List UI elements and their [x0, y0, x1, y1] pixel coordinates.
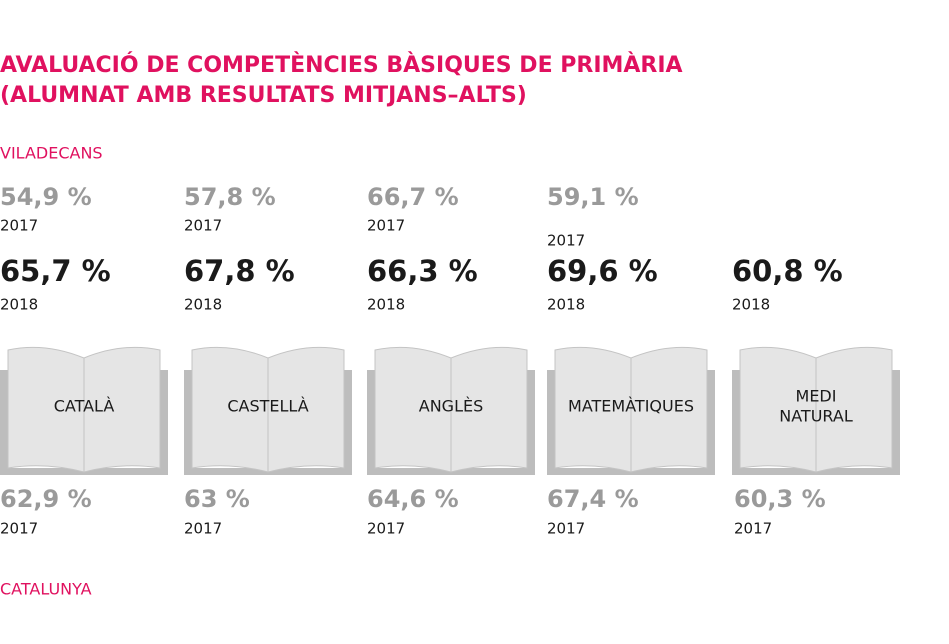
value-2018: 66,3 % [367, 254, 478, 288]
year: 2017 [547, 520, 585, 538]
value-2017: 59,1 % [547, 183, 639, 211]
book: CATALÀ [0, 346, 168, 475]
year: 2018 [184, 296, 222, 314]
book-page [630, 346, 708, 473]
subject-name: MATEMÀTIQUES [568, 397, 694, 416]
book: ANGLÈS [367, 346, 535, 475]
year: 2017 [184, 520, 222, 538]
value-2017: 63 % [184, 485, 250, 513]
value-2018: 67,8 % [184, 254, 295, 288]
value-2018: 65,7 % [0, 254, 111, 288]
year: 2017 [547, 232, 585, 250]
subject-name: NATURAL [779, 407, 853, 426]
title: AVALUACIÓ DE COMPETÈNCIES BÀSIQUES DE PR… [0, 52, 683, 78]
year: 2017 [184, 217, 222, 235]
value-2017: 54,9 % [0, 183, 92, 211]
book-page [83, 346, 161, 473]
book-page [815, 346, 893, 473]
book-page [450, 346, 528, 473]
section-label: CATALUNYA [0, 580, 92, 599]
year: 2017 [0, 217, 38, 235]
year: 2018 [0, 296, 38, 314]
value-2017: 60,3 % [734, 485, 826, 513]
year: 2017 [367, 520, 405, 538]
value-2017: 57,8 % [184, 183, 276, 211]
year: 2018 [367, 296, 405, 314]
book: MATEMÀTIQUES [547, 346, 715, 475]
value-2017: 62,9 % [0, 485, 92, 513]
year: 2017 [0, 520, 38, 538]
value-2017: 64,6 % [367, 485, 459, 513]
book: CASTELLÀ [184, 346, 352, 475]
subject-name: MEDI [796, 387, 837, 406]
value-2017: 66,7 % [367, 183, 459, 211]
value-2018: 60,8 % [732, 254, 843, 288]
section-label: VILADECANS [0, 144, 103, 163]
subject-name: CATALÀ [54, 397, 115, 416]
subject-name: ANGLÈS [419, 397, 484, 416]
year: 2017 [367, 217, 405, 235]
title: (ALUMNAT AMB RESULTATS MITJANS–ALTS) [0, 83, 527, 108]
value-2017: 67,4 % [547, 485, 639, 513]
year: 2018 [732, 296, 770, 314]
year: 2018 [547, 296, 585, 314]
subject-name: CASTELLÀ [227, 397, 308, 416]
year: 2017 [734, 520, 772, 538]
book-page [267, 346, 345, 473]
value-2018: 69,6 % [547, 254, 658, 288]
